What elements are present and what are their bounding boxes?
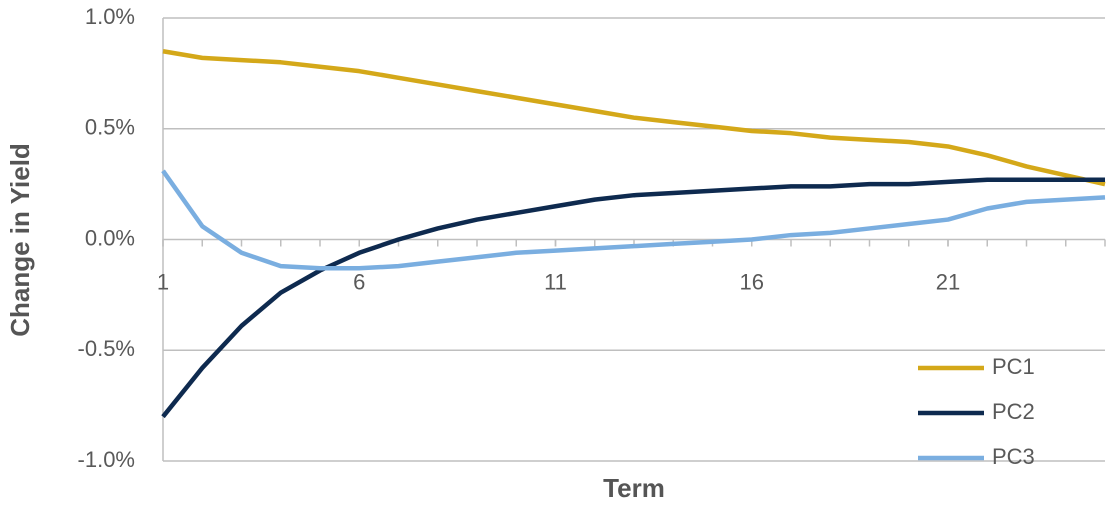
- legend-label: PC3: [992, 444, 1035, 469]
- x-tick-label: 11: [544, 269, 567, 294]
- x-tick-label: 6: [353, 269, 365, 294]
- x-tick-label: 1: [157, 269, 169, 294]
- legend-label: PC2: [992, 399, 1035, 424]
- legend-label: PC1: [992, 354, 1035, 379]
- series-line: [162, 49, 1106, 187]
- x-tick-label: 21: [936, 269, 960, 294]
- y-tick-label: 1.0%: [85, 4, 135, 29]
- y-tick-label: -0.5%: [78, 336, 135, 361]
- x-tick-label: 16: [740, 269, 764, 294]
- x-axis-title: Term: [603, 473, 665, 503]
- series-line: [161, 169, 1106, 271]
- y-tick-label: -1.0%: [78, 447, 135, 472]
- y-axis-title: Change in Yield: [5, 143, 35, 337]
- y-tick-label: 0.5%: [85, 115, 135, 140]
- y-tick-label: 0.0%: [85, 225, 135, 250]
